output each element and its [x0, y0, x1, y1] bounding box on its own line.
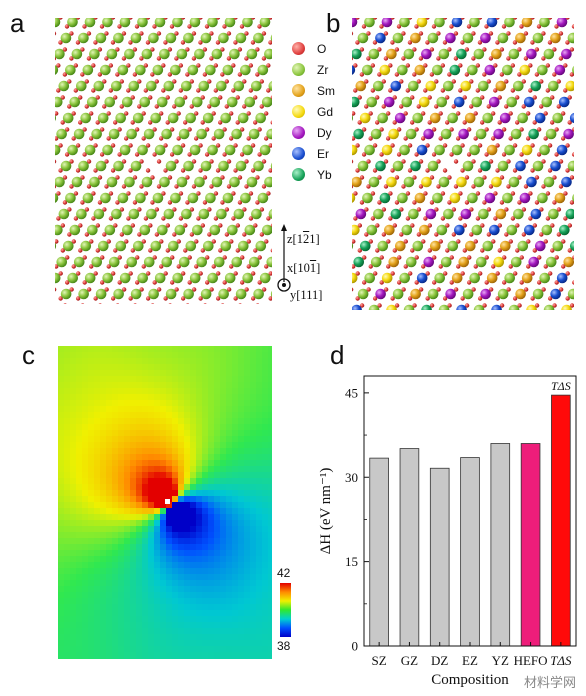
bar-6 [520, 443, 541, 647]
legend-swatch-yb [292, 168, 305, 181]
axis-x-text-end: ] [316, 261, 321, 275]
lattice-panel-b [352, 18, 574, 310]
watermark: 材料学网 [523, 676, 576, 691]
legend-swatch-sm [292, 84, 305, 97]
axis-z-label: z[121] [287, 232, 320, 247]
y-tick-label-30: 30 [345, 470, 358, 485]
x-tick-label-6: HEFO [514, 653, 548, 668]
axis-x-bar-digit: 1 [309, 261, 317, 275]
y-tick-label-45: 45 [345, 385, 358, 400]
legend-swatch-er [292, 147, 305, 160]
legend-label-gd: Gd [317, 104, 334, 119]
legend-swatch-gd [292, 105, 305, 118]
colorbar [280, 583, 291, 637]
legend-swatch-zr [292, 63, 305, 76]
legend-item-sm: Sm [292, 80, 335, 101]
x-tick-label-4: EZ [462, 653, 478, 668]
x-tick-label-7: TΔS [550, 653, 572, 668]
bar-2 [399, 448, 420, 647]
x-tick-label-1: SZ [372, 653, 387, 668]
panel-label-c: c [22, 340, 35, 370]
axis-z-text: z[1 [287, 232, 303, 246]
panel-label-d: d [330, 340, 345, 370]
bar-1 [369, 457, 389, 647]
lattice-panel-a [55, 18, 272, 304]
axis-x-label: x[101] [287, 261, 320, 276]
colorbar-max-label: 42 [277, 566, 291, 580]
bar-4 [460, 457, 480, 647]
legend-swatch-o [292, 42, 305, 55]
legend-item-er: Er [292, 143, 335, 164]
x-tick-label-3: DZ [431, 653, 448, 668]
legend-label-yb: Yb [317, 167, 332, 182]
axis-z-bar-digit: 2 [302, 232, 310, 246]
bar-7 [551, 394, 571, 647]
y-axis-title: ΔH (eV nm⁻¹) [318, 468, 334, 555]
panel-label-b: b [326, 8, 341, 38]
bar-5 [490, 443, 511, 647]
axis-y-out-of-plane-icon [277, 278, 291, 292]
legend-item-dy: Dy [292, 122, 335, 143]
legend-item-zr: Zr [292, 59, 335, 80]
legend-label-sm: Sm [317, 83, 335, 98]
legend-item-yb: Yb [292, 164, 335, 185]
legend-label-zr: Zr [317, 62, 329, 77]
y-tick-label-15: 15 [345, 554, 358, 569]
colorbar-min-label: 38 [277, 639, 291, 653]
axis-y-dot [282, 283, 286, 287]
crystal-axes-indicator [277, 224, 291, 292]
legend-item-o: O [292, 38, 335, 59]
legend-label-er: Er [317, 146, 329, 161]
legend-label-dy: Dy [317, 125, 332, 140]
panel-label-a: a [10, 8, 25, 38]
legend-item-gd: Gd [292, 101, 335, 122]
x-tick-label-2: GZ [401, 653, 418, 668]
bar-annotation: TΔS [551, 379, 571, 393]
axis-x-text: x[10 [287, 261, 310, 275]
axis-y-label: y[111] [290, 288, 323, 302]
axis-z-arrowhead [281, 224, 287, 231]
axis-z-text-end: 1] [309, 232, 320, 246]
legend-label-o: O [317, 41, 327, 56]
x-axis-title: Composition [431, 672, 509, 688]
legend-swatch-dy [292, 126, 305, 139]
x-tick-label-5: YZ [492, 653, 509, 668]
strain-heatmap [58, 346, 272, 659]
element-legend: O Zr Sm Gd Dy Er Yb [292, 38, 335, 185]
bar-3 [429, 467, 450, 647]
y-tick-label-0: 0 [352, 639, 359, 654]
